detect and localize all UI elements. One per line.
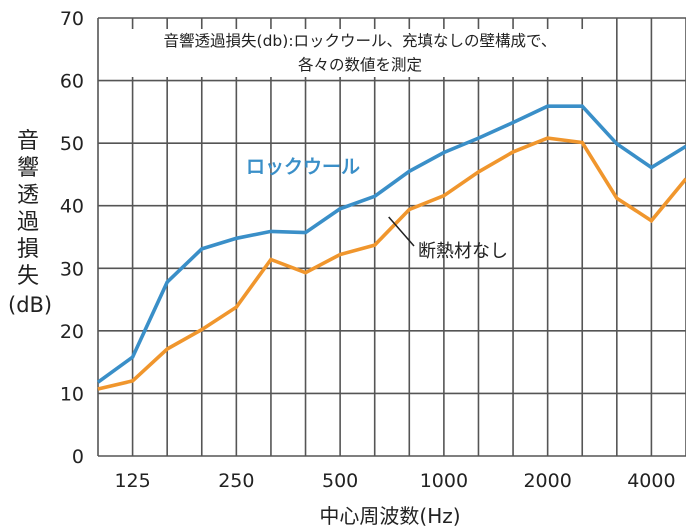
y-axis-label-char: 過 [16, 210, 39, 235]
x-tick-label: 250 [218, 470, 254, 492]
y-tick-label: 0 [72, 446, 84, 468]
y-axis-label-char: 失 [16, 264, 39, 289]
y-tick-label: 60 [60, 71, 84, 93]
y-tick-label: 40 [60, 196, 84, 218]
x-tick-label: 2000 [523, 470, 571, 492]
x-tick-label: 125 [114, 470, 150, 492]
y-tick-label: 50 [60, 133, 84, 155]
y-axis-label: 音 響 透 過 損 失 (dB) [8, 128, 53, 319]
series-label-rockwool: ロックウール [246, 156, 360, 178]
y-axis-label-char: 損 [16, 237, 39, 262]
y-tick-labels: 0 10 20 30 40 50 60 70 [60, 8, 84, 468]
chart-title: 音響透過損失(db):ロックウール、充填なしの壁構成で、 各々の数値を測定 [110, 29, 610, 77]
y-axis-label-char: 響 [16, 156, 39, 181]
x-tick-labels: 125 250 500 1000 2000 4000 [114, 470, 675, 492]
x-tick-label: 4000 [627, 470, 675, 492]
series-line-0 [96, 104, 686, 384]
y-tick-label: 20 [60, 321, 84, 343]
y-axis-label-char: 透 [16, 183, 39, 208]
y-tick-label: 70 [60, 8, 84, 30]
x-tick-label: 500 [322, 470, 358, 492]
series-label-no-insulation: 断熱材なし [418, 241, 508, 262]
annotation-leader-line [388, 216, 415, 247]
grid-lines [97, 17, 686, 457]
chart-title-line-2: 各々の数値を測定 [297, 56, 422, 74]
y-axis-unit: (dB) [8, 293, 53, 317]
x-axis-label: 中心周波数(Hz) [319, 504, 461, 528]
y-tick-label: 30 [60, 258, 84, 280]
series-line-1 [97, 136, 686, 391]
y-axis-label-char: 音 [16, 129, 39, 154]
chart-title-line-1: 音響透過損失(db):ロックウール、充填なしの壁構成で、 [163, 32, 557, 50]
y-tick-label: 10 [60, 383, 84, 405]
x-tick-label: 1000 [420, 470, 468, 492]
series-lines [96, 104, 686, 391]
